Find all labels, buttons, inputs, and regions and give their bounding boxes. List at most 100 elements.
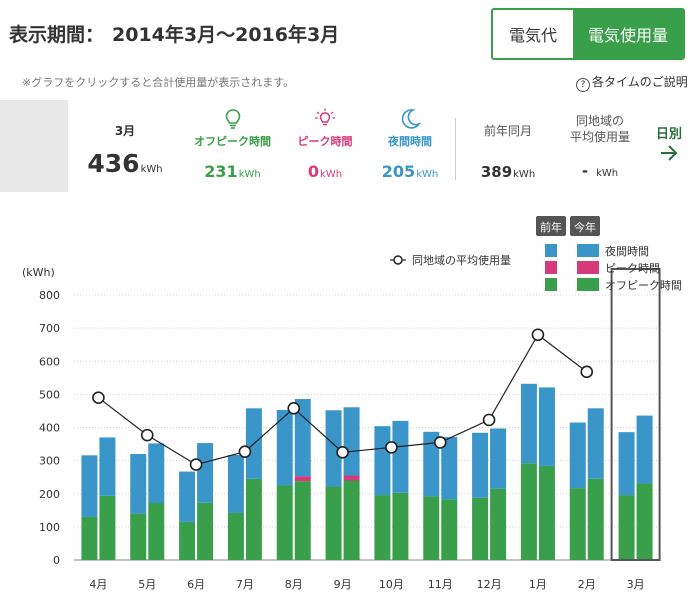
bar-prev-夜間時間[interactable] bbox=[130, 454, 147, 514]
selected-month-frame[interactable] bbox=[610, 268, 661, 561]
bar-prev-夜間時間[interactable] bbox=[227, 454, 244, 513]
bar-prev-オフピーク時間[interactable] bbox=[130, 513, 147, 560]
legend-avg-label: 同地域の平均使用量 bbox=[412, 254, 511, 267]
bar-prev-オフピーク時間[interactable] bbox=[569, 488, 586, 560]
area-avg-point[interactable] bbox=[580, 365, 594, 379]
summary-peak: ピーク時間 0kWh bbox=[285, 108, 365, 181]
legend-prev-swatch bbox=[545, 278, 557, 291]
x-tick-label: 12月 bbox=[477, 578, 502, 591]
total-value-number: 436 bbox=[87, 149, 140, 178]
y-tick-label: 600 bbox=[39, 355, 60, 368]
help-link[interactable]: ? 各タイムのご説明 bbox=[576, 73, 688, 92]
y-tick-label: 700 bbox=[39, 322, 60, 335]
bar-prev-夜間時間[interactable] bbox=[276, 409, 293, 486]
bar-cur-夜間時間[interactable] bbox=[294, 399, 311, 477]
bar-cur-夜間時間[interactable] bbox=[441, 437, 458, 500]
bar-prev-夜間時間[interactable] bbox=[423, 431, 440, 497]
bar-prev-オフピーク時間[interactable] bbox=[179, 521, 196, 560]
bar-cur-ピーク時間[interactable] bbox=[294, 476, 311, 482]
bar-prev-夜間時間[interactable] bbox=[325, 410, 342, 487]
night-value-number: 205 bbox=[381, 162, 416, 181]
bar-cur-夜間時間[interactable] bbox=[636, 415, 653, 484]
y-tick-label: 100 bbox=[39, 521, 60, 534]
bar-prev-オフピーク時間[interactable] bbox=[520, 463, 537, 560]
legend-prev-header: 前年 bbox=[540, 220, 562, 234]
daily-view-button[interactable]: 日別 bbox=[656, 128, 682, 164]
area-avg-point[interactable] bbox=[140, 428, 154, 442]
bar-cur-オフピーク時間[interactable] bbox=[392, 492, 409, 560]
bar-cur-夜間時間[interactable] bbox=[538, 387, 555, 466]
bar-cur-オフピーク時間[interactable] bbox=[148, 503, 165, 560]
bar-cur-オフピーク時間[interactable] bbox=[538, 465, 555, 560]
legend-label: 夜間時間 bbox=[605, 244, 649, 258]
legend-label: オフピーク時間 bbox=[605, 279, 682, 292]
bar-cur-オフピーク時間[interactable] bbox=[636, 483, 653, 560]
prev-year-label: 前年同月 bbox=[483, 124, 532, 138]
bar-prev-オフピーク時間[interactable] bbox=[325, 486, 342, 560]
prev-year-value-number: 389 bbox=[480, 163, 513, 181]
summary-prev-year: 前年同月 389kWh bbox=[468, 122, 548, 181]
bar-cur-オフピーク時間[interactable] bbox=[343, 480, 360, 561]
y-tick-label: 400 bbox=[39, 422, 60, 435]
lightbulb-icon bbox=[225, 109, 240, 129]
bar-prev-オフピーク時間[interactable] bbox=[423, 496, 440, 560]
bar-prev-夜間時間[interactable] bbox=[179, 471, 196, 522]
x-tick-label: 11月 bbox=[428, 578, 453, 591]
peak-label: ピーク時間 bbox=[297, 135, 353, 148]
bar-cur-オフピーク時間[interactable] bbox=[490, 488, 507, 560]
offpeak-label: オフピーク時間 bbox=[194, 135, 271, 148]
bar-cur-夜間時間[interactable] bbox=[148, 443, 165, 504]
legend-cur-header: 今年 bbox=[574, 220, 596, 234]
unit-toggle[interactable]: 電気代 電気使用量 bbox=[491, 8, 685, 60]
area-avg-unit: kWh bbox=[596, 168, 619, 179]
bar-prev-オフピーク時間[interactable] bbox=[618, 495, 635, 560]
bar-cur-オフピーク時間[interactable] bbox=[294, 481, 311, 560]
bar-cur-夜間時間[interactable] bbox=[99, 437, 116, 496]
bar-cur-オフピーク時間[interactable] bbox=[245, 478, 262, 560]
area-avg-point[interactable] bbox=[482, 413, 496, 427]
area-avg-line bbox=[98, 333, 588, 466]
legend-prev-header-bg bbox=[536, 216, 566, 236]
legend-cur-swatch bbox=[577, 278, 599, 291]
area-avg-point[interactable] bbox=[92, 391, 105, 404]
bar-prev-夜間時間[interactable] bbox=[81, 455, 98, 517]
bar-prev-オフピーク時間[interactable] bbox=[472, 497, 489, 560]
bar-cur-オフピーク時間[interactable] bbox=[99, 495, 116, 560]
area-avg-point[interactable] bbox=[189, 458, 203, 471]
toggle-cost-button[interactable]: 電気代 bbox=[493, 10, 573, 58]
bar-cur-オフピーク時間[interactable] bbox=[587, 478, 604, 560]
bar-prev-オフピーク時間[interactable] bbox=[374, 495, 391, 560]
y-tick-label: 0 bbox=[53, 554, 60, 567]
prev-year-unit: kWh bbox=[513, 169, 536, 180]
bar-prev-オフピーク時間[interactable] bbox=[227, 512, 244, 560]
bar-prev-オフピーク時間[interactable] bbox=[81, 516, 98, 560]
bar-cur-ピーク時間[interactable] bbox=[343, 475, 360, 481]
bar-prev-夜間時間[interactable] bbox=[618, 432, 635, 496]
area-avg-label-line2: 平均使用量 bbox=[569, 130, 630, 144]
bar-cur-夜間時間[interactable] bbox=[343, 407, 360, 476]
area-avg-point[interactable] bbox=[238, 445, 252, 458]
bar-cur-オフピーク時間[interactable] bbox=[197, 502, 214, 560]
bar-cur-夜間時間[interactable] bbox=[587, 408, 604, 479]
bar-prev-夜間時間[interactable] bbox=[520, 383, 537, 464]
bar-prev-夜間時間[interactable] bbox=[472, 432, 489, 498]
bar-cur-夜間時間[interactable] bbox=[490, 428, 507, 489]
area-avg-point[interactable] bbox=[433, 436, 447, 449]
bar-cur-オフピーク時間[interactable] bbox=[441, 499, 458, 560]
bar-cur-夜間時間[interactable] bbox=[392, 420, 409, 493]
area-avg-point[interactable] bbox=[336, 446, 349, 459]
legend-cur-swatch bbox=[577, 244, 599, 257]
area-avg-point[interactable] bbox=[287, 401, 301, 415]
bar-prev-夜間時間[interactable] bbox=[569, 422, 586, 489]
legend-prev-swatch bbox=[545, 261, 557, 274]
night-label: 夜間時間 bbox=[388, 135, 432, 148]
crescent-moon-icon bbox=[401, 109, 421, 129]
area-avg-point[interactable] bbox=[531, 328, 545, 342]
toggle-usage-button[interactable]: 電気使用量 bbox=[573, 10, 683, 58]
bar-prev-オフピーク時間[interactable] bbox=[276, 485, 293, 560]
daily-label: 日別 bbox=[656, 127, 683, 142]
bar-cur-夜間時間[interactable] bbox=[197, 443, 214, 503]
area-avg-point[interactable] bbox=[385, 441, 398, 454]
bar-prev-夜間時間[interactable] bbox=[374, 426, 391, 496]
